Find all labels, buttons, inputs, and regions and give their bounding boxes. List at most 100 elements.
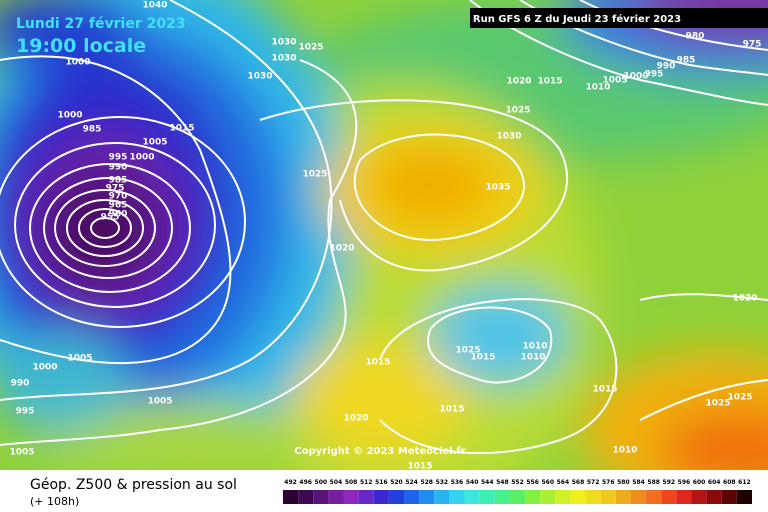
time-label: 19:00 locale [16,35,146,57]
scale-swatch [540,490,556,504]
isobar-label: 985 [109,176,128,186]
scale-swatch [328,490,344,504]
isobar-label: 990 [657,62,676,72]
scale-swatch [419,490,435,504]
isobar-label: 1000 [623,72,648,82]
isobar-label: 1020 [506,77,531,87]
scale-swatch [388,490,405,504]
scale-label: 556 [526,479,539,486]
scale-label: 516 [375,479,388,486]
scale-swatch [676,490,692,504]
scale-label: 572 [587,479,600,486]
scale-label: 568 [572,479,585,486]
scale-swatch [479,490,495,504]
isobar-label: 1040 [142,1,167,11]
isobar-label: 960 [109,210,128,220]
isobar-label: 1000 [32,363,57,373]
scale-swatch [630,490,647,504]
scale-label: 508 [345,479,358,486]
isobar-label: 1005 [147,397,172,407]
scale-swatch [661,490,677,504]
isobar-label: 1020 [343,414,368,424]
scale-label: 540 [466,479,479,486]
scale-label: 588 [647,479,660,486]
scale-label: 492 [284,479,297,486]
scale-label: 532 [436,479,449,486]
isobar-label: 1005 [142,138,167,148]
isobar-label: 1000 [65,58,90,68]
run-banner [470,8,768,28]
scale-swatch [358,490,374,504]
isobar-label: 985 [83,125,102,135]
scale-swatch [283,490,299,504]
isobar-label: 990 [11,379,30,389]
scale-swatch [404,490,420,504]
isobar-label: 1015 [365,358,390,368]
scale-swatch [464,490,480,504]
scale-label: 580 [617,479,630,486]
scale-label: 596 [678,479,691,486]
scale-swatch [585,490,601,504]
scale-label: 552 [511,479,524,486]
scale-label: 544 [481,479,494,486]
isobar-label: 1025 [302,170,327,180]
isobar-label: 995 [109,153,128,163]
isobar-label: 1020 [329,244,354,254]
run-label: Run GFS 6 Z du Jeudi 23 février 2023 [473,13,681,25]
isobar-label: 1005 [67,354,92,364]
scale-swatch [343,490,359,504]
isobar-label: 1015 [439,405,464,415]
color-scale: 492 496 500 504 508 512 516 520 524 528 532 536 540 5… [283,479,752,504]
scale-label: 504 [330,479,343,486]
scale-swatch [555,490,571,504]
isobar-label: 1030 [271,54,296,64]
isobar-label: 1015 [169,124,194,134]
isobar-label: 1010 [522,342,547,352]
isobar-label: 1005 [602,76,627,86]
isobar-label: 990 [109,163,128,173]
scale-label: 524 [405,479,418,486]
scale-label: 496 [299,479,312,486]
scale-swatch [615,490,631,504]
isobar-label: 1030 [271,38,296,48]
isobar-label: 995 [645,70,664,80]
scale-label: 528 [420,479,433,486]
isobar-label: 1010 [585,83,610,93]
scale-swatch [736,490,752,504]
scale-swatch [509,490,526,504]
scale-label: 512 [360,479,373,486]
scale-label: 600 [693,479,706,486]
isobar-label: 965 [109,201,128,211]
footer-lead: (+ 108h) [30,495,79,508]
isobar-label: 980 [686,32,705,42]
scale-label: 520 [390,479,403,486]
isobar-label: 1025 [705,399,730,409]
scale-swatch [373,490,389,504]
scale-label: 584 [632,479,645,486]
isobar-label: 1020 [732,294,757,304]
scale-label: 608 [723,479,736,486]
isobar-label: 1010 [612,446,637,456]
isobar-label: 1010 [520,353,545,363]
isobar-label: 1025 [505,106,530,116]
isobar-label: 1000 [129,153,154,163]
scale-swatch [721,490,737,504]
scale-swatch [570,490,586,504]
scale-swatch [298,490,314,504]
isobar-label: 1015 [407,462,432,472]
scale-swatch [646,490,662,504]
isobar-label: 1015 [537,77,562,87]
isobar-label: 995 [16,407,35,417]
scale-swatch [313,490,329,504]
isobar-label: 1000 [57,111,82,121]
isobar-label: 1005 [9,448,34,458]
isobar-label: 985 [677,56,696,66]
scale-label: 536 [451,479,464,486]
scale-swatch [691,490,707,504]
scale-label: 576 [602,479,615,486]
scale-label: 564 [557,479,570,486]
footer-title: Géop. Z500 & pression au sol [30,477,237,493]
